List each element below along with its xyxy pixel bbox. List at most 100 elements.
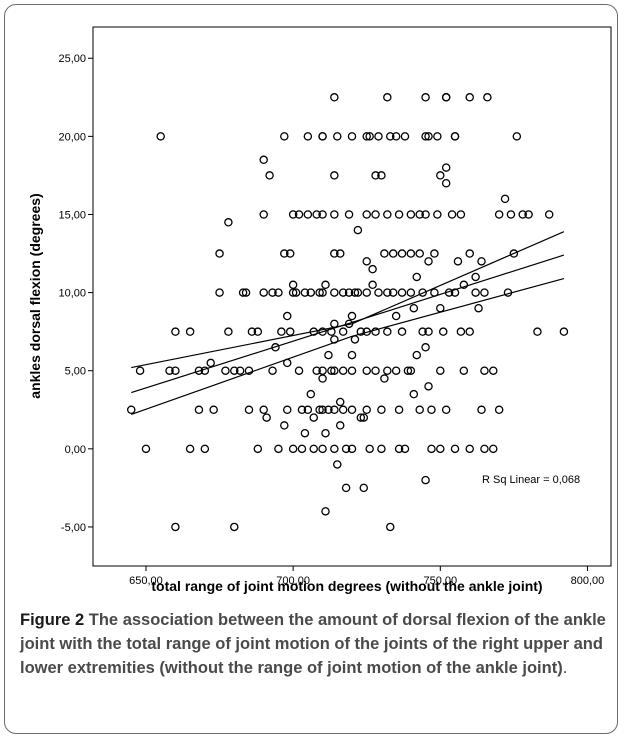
data-point: [494, 405, 504, 415]
data-point: [330, 93, 339, 102]
data-point: [330, 210, 339, 219]
data-point: [456, 327, 466, 336]
data-point: [324, 350, 333, 360]
y-axis: -5,00 0,00 5,00 10,00 15,00 20,00 25,00: [58, 53, 93, 534]
data-point: [489, 444, 498, 454]
data-point: [235, 366, 245, 375]
data-point: [386, 132, 395, 141]
data-point: [206, 358, 215, 368]
data-point: [424, 132, 433, 141]
data-point: [450, 132, 460, 141]
data-point: [341, 483, 351, 493]
data-point: [406, 288, 416, 297]
data-point: [238, 288, 248, 297]
data-point: [362, 210, 371, 219]
data-point: [400, 132, 410, 141]
data-point: [427, 405, 436, 415]
data-point: [456, 210, 466, 219]
data-point: [441, 93, 451, 102]
regression-lines: [131, 231, 565, 416]
data-point: [347, 444, 357, 454]
data-point: [318, 405, 327, 415]
data-point: [380, 374, 389, 383]
data-point: [380, 249, 389, 258]
data-point: [280, 132, 289, 141]
data-point: [374, 288, 383, 297]
data-point: [465, 444, 474, 454]
data-point: [347, 405, 357, 415]
data-point: [315, 288, 324, 297]
data-point: [321, 507, 330, 516]
y-axis-title: ankles dorsal flexion (degrees): [27, 193, 43, 398]
data-point: [347, 132, 357, 141]
data-point: [409, 389, 419, 399]
data-point: [394, 444, 404, 454]
data-point: [171, 522, 180, 532]
data-point: [285, 249, 295, 258]
data-point: [209, 405, 218, 415]
data-point: [347, 311, 357, 321]
y-tick-label: 15,00: [58, 209, 86, 221]
data-point: [421, 210, 430, 219]
data-point: [418, 327, 427, 336]
data-point: [362, 132, 371, 141]
data-point: [268, 366, 277, 375]
data-point: [315, 405, 324, 415]
data-point: [303, 405, 313, 415]
data-point: [418, 288, 427, 297]
data-point: [280, 249, 289, 258]
data-point: [480, 288, 489, 297]
x-axis: 650,00 700,00 750,00 800,00: [129, 566, 604, 587]
data-point: [156, 132, 165, 141]
data-point: [285, 327, 295, 336]
data-point: [300, 288, 310, 297]
data-point: [415, 405, 424, 415]
data-point: [477, 405, 486, 415]
data-point: [362, 288, 371, 297]
data-point: [383, 327, 392, 336]
data-point: [335, 249, 345, 258]
data-point: [489, 366, 498, 375]
data-point: [215, 288, 224, 297]
data-point: [465, 327, 474, 336]
data-point: [318, 374, 327, 383]
y-tick-label: 0,00: [65, 444, 86, 456]
data-point: [215, 249, 224, 258]
data-point: [391, 311, 401, 321]
data-point: [282, 405, 292, 415]
data-point: [377, 405, 386, 415]
data-point: [318, 210, 327, 219]
data-point: [303, 132, 313, 141]
data-point: [185, 444, 195, 454]
data-point: [335, 397, 345, 407]
x-tick-label: 700,00: [276, 575, 310, 587]
data-point: [533, 327, 542, 336]
data-point: [135, 366, 145, 375]
data-point: [441, 163, 451, 172]
data-point: [356, 413, 366, 422]
data-point: [544, 210, 554, 219]
data-point: [524, 210, 533, 219]
data-point: [330, 288, 339, 297]
y-tick-label: 10,00: [58, 288, 86, 300]
data-point: [344, 210, 354, 219]
regression-line: [131, 254, 565, 394]
data-point: [259, 210, 268, 219]
data-point: [297, 444, 307, 454]
data-point: [480, 444, 489, 454]
y-tick-label: 5,00: [65, 366, 86, 378]
data-point: [288, 444, 298, 454]
data-point: [262, 413, 271, 422]
data-point: [471, 272, 480, 282]
data-point: [321, 280, 330, 290]
data-point: [277, 327, 286, 336]
y-tick-label: 25,00: [58, 53, 86, 65]
data-point: [171, 327, 180, 336]
data-point: [344, 288, 354, 297]
data-point: [224, 327, 233, 336]
data-point: [394, 405, 404, 415]
data-point: [371, 210, 380, 219]
data-point: [333, 460, 342, 469]
data-point: [306, 288, 316, 297]
data-point: [386, 522, 395, 532]
